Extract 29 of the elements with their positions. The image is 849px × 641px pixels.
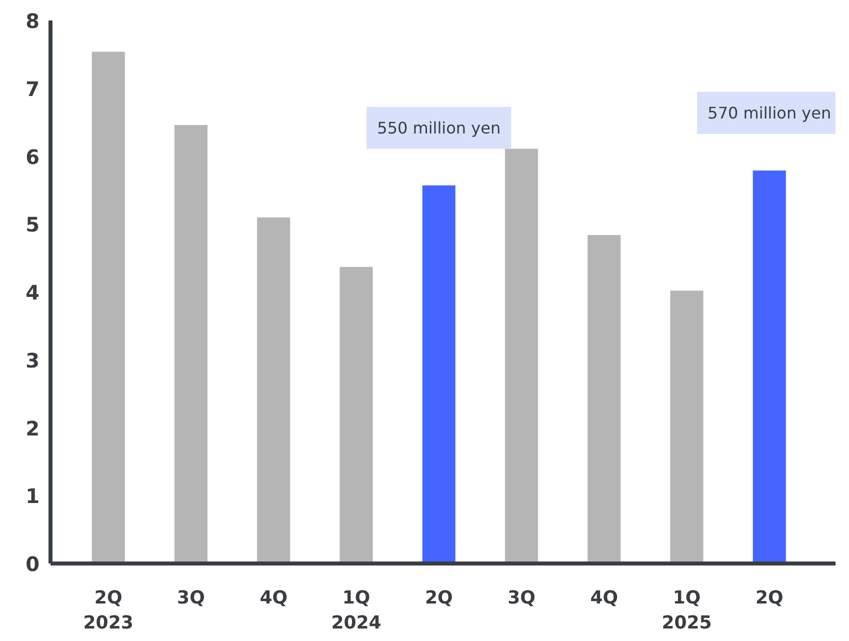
bar <box>174 125 208 564</box>
y-tick-label: 7 <box>26 76 40 101</box>
bar <box>504 148 538 564</box>
x-tick-label: 2Q 2023 <box>83 588 134 634</box>
bar <box>752 170 786 564</box>
bar <box>588 234 621 564</box>
x-tick-label: 4Q <box>260 588 288 608</box>
bar <box>92 52 125 564</box>
y-tick-label: 1 <box>26 484 40 508</box>
annotation: 570 million yen <box>708 103 832 122</box>
bar <box>670 290 704 564</box>
y-tick-label: 3 <box>26 348 40 372</box>
x-tick-label: 3Q <box>177 588 205 608</box>
y-tick-label: 0 <box>26 552 40 576</box>
x-tick-label: 3Q <box>508 588 536 608</box>
x-tick-label: 4Q <box>590 588 618 608</box>
x-tick-label: 2Q <box>424 588 453 608</box>
bar <box>257 217 290 564</box>
bar <box>422 185 456 564</box>
x-tick-label: 1Q 2024 <box>331 588 382 634</box>
y-tick-label: 5 <box>26 212 40 237</box>
annotation: 550 million yen <box>377 118 501 138</box>
bar <box>340 266 373 564</box>
x-tick-label: 1Q 2025 <box>662 588 712 634</box>
y-tick-label: 6 <box>26 144 40 169</box>
x-tick-label: 2Q <box>755 588 784 608</box>
y-tick-label: 4 <box>26 280 40 304</box>
y-tick-label: 2 <box>26 416 40 440</box>
y-tick-label: 8 <box>26 9 40 33</box>
